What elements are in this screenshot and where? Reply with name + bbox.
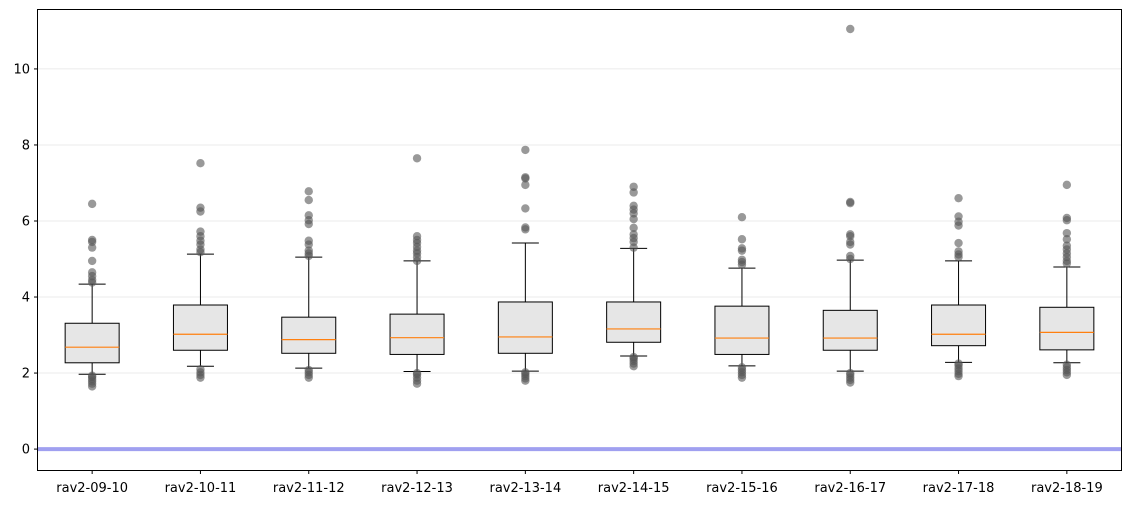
outlier-point (87, 199, 97, 209)
x-tick-label: rav2-14-15 (598, 481, 670, 496)
outlier-point (737, 212, 747, 222)
outlier-point (412, 368, 422, 378)
outlier-point (196, 159, 205, 168)
x-tick-label: rav2-16-17 (814, 481, 886, 496)
outlier-point (846, 251, 855, 261)
outlier-point (87, 256, 97, 266)
plot-frame (37, 9, 1122, 471)
box-rav2-12-13 (389, 154, 445, 388)
outlier-point (1062, 180, 1072, 190)
outlier-point (196, 365, 205, 374)
outlier-point (87, 371, 97, 380)
box-rav2-14-15 (606, 182, 662, 371)
outlier-point (1062, 213, 1072, 223)
boxes-group (64, 24, 1095, 391)
x-tick-label: rav2-09-10 (56, 481, 128, 496)
outlier-point (521, 223, 530, 232)
x-tick-label: rav2-11-12 (273, 481, 345, 496)
outlier-point (846, 368, 855, 378)
outlier-point (846, 197, 855, 207)
outlier-point (304, 236, 313, 245)
outlier-point (1062, 241, 1072, 250)
iqr-box (606, 301, 662, 343)
iqr-box (497, 301, 553, 354)
iqr-box (281, 316, 337, 354)
outlier-point (304, 187, 313, 196)
outlier-point (87, 268, 97, 277)
y-tick-label: 2 (22, 367, 30, 382)
outlier-point (412, 154, 422, 163)
x-axis: rav2-09-10 rav2-10-11 rav2-11-12 rav2-12-13… (56, 470, 1103, 496)
outlier-point (629, 201, 638, 210)
outlier-point (737, 244, 747, 253)
outlier-point (954, 238, 963, 248)
iqr-box (822, 309, 878, 351)
iqr-box (1039, 306, 1095, 351)
outlier-point (737, 255, 747, 264)
box-rav2-16-17 (822, 24, 878, 387)
x-tick-label: rav2-15-16 (706, 481, 778, 496)
y-tick-label: 0 (22, 443, 30, 458)
outlier-point (629, 352, 638, 362)
outlier-point (304, 195, 313, 205)
outlier-point (846, 230, 855, 239)
outlier-point (1062, 235, 1072, 244)
box-rav2-11-12 (281, 187, 337, 382)
box-rav2-10-11 (172, 159, 228, 382)
outlier-point (629, 182, 638, 191)
outlier-point (196, 203, 205, 212)
x-tick-label: rav2-17-18 (923, 481, 995, 496)
iqr-box (714, 305, 770, 355)
outlier-point (521, 145, 530, 155)
outlier-point (629, 230, 638, 239)
x-tick-label: rav2-12-13 (381, 481, 453, 496)
y-tick-label: 6 (22, 214, 30, 229)
outlier-point (521, 368, 530, 377)
outlier-point (304, 246, 313, 255)
box-rav2-17-18 (931, 193, 987, 381)
box-rav2-15-16 (714, 212, 770, 382)
outlier-point (846, 24, 855, 34)
iqr-box (64, 322, 120, 364)
outlier-point (1062, 228, 1072, 238)
outlier-point (304, 365, 313, 375)
outlier-point (1062, 360, 1072, 369)
x-tick-label: rav2-18-19 (1031, 481, 1103, 496)
outlier-point (629, 223, 638, 233)
outlier-point (954, 247, 963, 256)
outlier-point (412, 231, 422, 241)
outlier-point (304, 211, 313, 220)
y-tick-label: 8 (22, 138, 30, 153)
outlier-point (521, 173, 530, 182)
outlier-point (737, 363, 747, 372)
iqr-box (389, 313, 445, 355)
outlier-point (954, 193, 963, 203)
outlier-point (196, 227, 205, 236)
y-tick-label: 10 (13, 62, 30, 77)
box-rav2-09-10 (64, 199, 120, 391)
y-axis: 0 2 4 6 8 10 (13, 62, 38, 458)
outlier-point (87, 235, 97, 245)
iqr-box (172, 304, 228, 351)
outlier-point (954, 212, 963, 221)
outlier-point (954, 359, 963, 368)
iqr-box (931, 304, 987, 347)
outlier-point (521, 204, 530, 213)
outlier-point (737, 235, 747, 244)
x-tick-label: rav2-10-11 (165, 481, 237, 496)
box-rav2-18-19 (1039, 180, 1095, 380)
box-rav2-13-14 (497, 145, 553, 385)
y-tick-label: 4 (22, 291, 30, 306)
x-tick-label: rav2-13-14 (489, 481, 561, 496)
outlier-point (521, 180, 530, 190)
